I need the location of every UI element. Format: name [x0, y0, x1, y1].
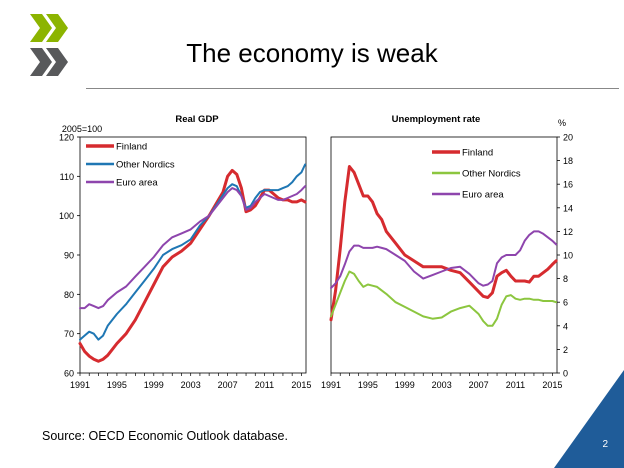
- panel2-x-tick-label: 2011: [506, 380, 525, 390]
- panel2-x-tick-label: 1999: [395, 380, 415, 390]
- panel2-series-line-2: [330, 230, 558, 289]
- panel2-x-tick-label: 2015: [542, 380, 562, 390]
- logo-chevron-top: [30, 14, 52, 42]
- slide-title: The economy is weak: [186, 38, 438, 68]
- panel2-legend-label: Finland: [462, 148, 493, 159]
- oecd-logo-icon: [30, 14, 68, 76]
- panel2-legend-label: Euro area: [462, 190, 504, 201]
- panel1-y-unit-label: 2005=100: [62, 124, 102, 134]
- panel1-y-tick-label: 100: [59, 211, 74, 221]
- panel2-y-tick-label: 14: [563, 203, 573, 213]
- page-number: 2: [602, 439, 608, 450]
- panel2-chart-title: Unemployment rate: [392, 114, 481, 125]
- panel1-x-tick-label: 1991: [70, 380, 90, 390]
- panel1-x-tick-label: 1995: [107, 380, 127, 390]
- logo-chevron-top-right: [46, 14, 68, 42]
- logo-chevron-bottom-right: [46, 48, 68, 76]
- panel1-x-tick-label: 2015: [291, 380, 311, 390]
- panel1-series-line-2: [79, 185, 307, 310]
- corner-accent: [554, 370, 624, 468]
- panel1-y-tick-label: 60: [64, 369, 74, 379]
- panel2-x-tick-label: 2003: [432, 380, 452, 390]
- panel2-series-line-0: [329, 165, 558, 322]
- panel2-y-tick-label: 20: [563, 133, 573, 143]
- panel2-y-tick-label: 12: [563, 227, 573, 237]
- panel1-legend-label: Finland: [116, 142, 147, 153]
- panel2-x-tick-label: 1995: [358, 380, 378, 390]
- panel1-x-tick-label: 2007: [218, 380, 238, 390]
- panel1-y-tick-label: 120: [59, 133, 74, 143]
- title-divider: [86, 88, 619, 89]
- panel1-x-tick-label: 2011: [255, 380, 274, 390]
- panel2-y-tick-label: 18: [563, 156, 573, 166]
- source-note: Source: OECD Economic Outlook database.: [42, 429, 288, 443]
- panel2-y-tick-label: 6: [563, 298, 568, 308]
- corner-triangle: [554, 370, 624, 468]
- panel2-x-tick-label: 2007: [469, 380, 489, 390]
- panel1-y-tick-label: 110: [60, 172, 74, 182]
- panel2-y-tick-label: 10: [563, 251, 573, 261]
- logo-chevron-bottom: [30, 48, 52, 76]
- panel2-y-tick-label: 0: [563, 369, 568, 379]
- panel2-legend-label: Other Nordics: [462, 169, 521, 180]
- panel2-y-tick-label: 8: [563, 274, 568, 284]
- panel1-x-tick-label: 1999: [144, 380, 164, 390]
- panel2-y-tick-label: 4: [563, 321, 568, 331]
- panel2-y-tick-label: 16: [563, 180, 573, 190]
- panel2-x-tick-label: 1991: [321, 380, 341, 390]
- panel1-x-tick-label: 2003: [181, 380, 201, 390]
- panel1-y-tick-label: 90: [64, 251, 74, 261]
- panel1-series-line-1: [79, 163, 307, 341]
- panel1-chart-title: Real GDP: [175, 114, 219, 125]
- panel2-series-line-1: [330, 270, 558, 327]
- panel1-y-tick-label: 80: [64, 290, 74, 300]
- panel1-legend-label: Euro area: [116, 178, 158, 189]
- panel1-y-tick-label: 70: [64, 329, 74, 339]
- panel1-plot-frame: [79, 136, 307, 374]
- panel1-legend-label: Other Nordics: [116, 160, 175, 171]
- panel2-y-unit-label: %: [558, 118, 566, 128]
- panel1-series-line-0: [78, 168, 307, 363]
- panel2-y-tick-label: 2: [563, 345, 568, 355]
